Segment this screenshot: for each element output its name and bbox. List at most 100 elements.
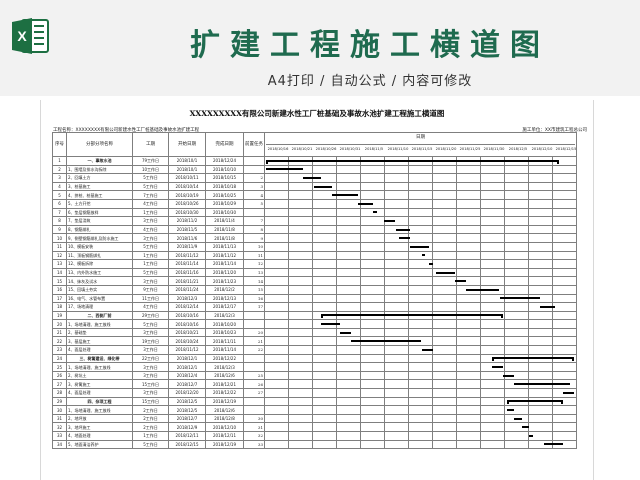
timeline-cell[interactable] bbox=[312, 388, 337, 398]
timeline-cell[interactable] bbox=[288, 156, 313, 166]
row-start[interactable]: 2018/10/19 bbox=[168, 190, 206, 200]
timeline-cell[interactable] bbox=[504, 405, 529, 415]
timeline-cell[interactable] bbox=[336, 276, 361, 286]
timeline-cell[interactable] bbox=[528, 224, 553, 235]
timeline-cell[interactable] bbox=[504, 388, 529, 398]
row-duration[interactable]: 3工作日 bbox=[132, 388, 169, 398]
row-duration[interactable]: 4工作日 bbox=[132, 302, 169, 312]
timeline-cell[interactable] bbox=[360, 276, 385, 286]
timeline-cell[interactable] bbox=[480, 422, 505, 432]
timeline-cell[interactable] bbox=[264, 190, 289, 200]
row-no[interactable]: 8 bbox=[52, 216, 67, 226]
row-pred[interactable]: 31 bbox=[243, 422, 265, 432]
timeline-cell[interactable] bbox=[384, 310, 409, 321]
timeline-cell[interactable] bbox=[504, 439, 529, 450]
row-start[interactable]: 2018/11/12 bbox=[168, 345, 206, 355]
row-finish[interactable]: 2018/12/22 bbox=[205, 388, 244, 398]
timeline-cell[interactable] bbox=[480, 241, 505, 252]
timeline-cell[interactable] bbox=[504, 413, 529, 424]
timeline-cell[interactable] bbox=[480, 198, 505, 209]
timeline-cell[interactable] bbox=[360, 396, 385, 407]
timeline-cell[interactable] bbox=[528, 336, 553, 347]
timeline-cell[interactable] bbox=[288, 439, 313, 450]
timeline-cell[interactable] bbox=[360, 362, 385, 372]
timeline-cell[interactable] bbox=[552, 302, 577, 312]
timeline-cell[interactable] bbox=[504, 327, 529, 338]
table-row[interactable]: 22 3、基层施工 19工作日 2018/10/24 2018/11/11 21 bbox=[52, 336, 577, 347]
row-duration[interactable]: 4工作日 bbox=[132, 224, 169, 235]
timeline-cell[interactable] bbox=[432, 216, 457, 226]
row-no[interactable]: 11 bbox=[52, 241, 67, 252]
row-task[interactable]: 2、基础垫 bbox=[66, 327, 133, 338]
timeline-cell[interactable] bbox=[384, 379, 409, 390]
row-duration[interactable]: 3工作日 bbox=[132, 276, 169, 286]
row-start[interactable]: 2018/11/5 bbox=[168, 224, 206, 235]
timeline-cell[interactable] bbox=[288, 422, 313, 432]
timeline-cell[interactable] bbox=[408, 276, 433, 286]
timeline-cell[interactable] bbox=[552, 293, 577, 304]
timeline-cell[interactable] bbox=[456, 422, 481, 432]
timeline-cell[interactable] bbox=[336, 293, 361, 304]
row-duration[interactable]: 19工作日 bbox=[132, 336, 169, 347]
timeline-cell[interactable] bbox=[312, 431, 337, 441]
timeline-cell[interactable] bbox=[528, 379, 553, 390]
row-start[interactable]: 2018/10/30 bbox=[168, 207, 206, 218]
timeline-cell[interactable] bbox=[528, 276, 553, 286]
timeline-cell[interactable] bbox=[432, 302, 457, 312]
row-finish[interactable]: 2018/12/3 bbox=[205, 362, 244, 372]
timeline-cell[interactable] bbox=[480, 190, 505, 200]
row-finish[interactable]: 2018/10/10 bbox=[205, 164, 244, 175]
timeline-cell[interactable] bbox=[552, 345, 577, 355]
timeline-cell[interactable] bbox=[480, 259, 505, 269]
row-no[interactable]: 23 bbox=[52, 345, 67, 355]
row-finish[interactable]: 2018/11/14 bbox=[205, 345, 244, 355]
timeline-cell[interactable] bbox=[264, 156, 289, 166]
timeline-cell[interactable] bbox=[480, 293, 505, 304]
timeline-cell[interactable] bbox=[360, 216, 385, 226]
row-pred[interactable] bbox=[243, 164, 265, 175]
timeline-cell[interactable] bbox=[264, 181, 289, 192]
timeline-cell[interactable] bbox=[360, 190, 385, 200]
row-duration[interactable]: 3工作日 bbox=[132, 216, 169, 226]
timeline-cell[interactable] bbox=[456, 216, 481, 226]
row-pred[interactable]: 3 bbox=[243, 181, 265, 192]
timeline-cell[interactable] bbox=[480, 284, 505, 295]
timeline-cell[interactable] bbox=[552, 405, 577, 415]
timeline-cell[interactable] bbox=[264, 241, 289, 252]
row-finish[interactable]: 2018/12/24 bbox=[205, 156, 244, 166]
row-start[interactable]: 2018/12/5 bbox=[168, 405, 206, 415]
timeline-cell[interactable] bbox=[528, 250, 553, 261]
timeline-cell[interactable] bbox=[360, 293, 385, 304]
timeline-cell[interactable] bbox=[480, 233, 505, 243]
timeline-cell[interactable] bbox=[336, 302, 361, 312]
timeline-cell[interactable] bbox=[528, 413, 553, 424]
row-pred[interactable] bbox=[243, 310, 265, 321]
row-task[interactable]: 3、地坪施工 bbox=[66, 422, 133, 432]
timeline-cell[interactable] bbox=[336, 379, 361, 390]
row-no[interactable]: 4 bbox=[52, 181, 67, 192]
timeline-cell[interactable] bbox=[552, 276, 577, 286]
row-pred[interactable]: 7 bbox=[243, 216, 265, 226]
timeline-cell[interactable] bbox=[408, 370, 433, 381]
timeline-cell[interactable] bbox=[336, 173, 361, 183]
timeline-cell[interactable] bbox=[264, 379, 289, 390]
timeline-cell[interactable] bbox=[288, 396, 313, 407]
row-finish[interactable]: 2018/10/15 bbox=[205, 173, 244, 183]
row-pred[interactable]: 8 bbox=[243, 224, 265, 235]
table-row[interactable]: 13 12、模板拆除 1工作日 2018/11/14 2018/11/14 12 bbox=[52, 259, 577, 269]
timeline-cell[interactable] bbox=[432, 181, 457, 192]
timeline-cell[interactable] bbox=[456, 405, 481, 415]
timeline-cell[interactable] bbox=[264, 439, 289, 450]
row-no[interactable]: 1 bbox=[52, 156, 67, 166]
row-finish[interactable]: 2018/10/20 bbox=[205, 319, 244, 329]
timeline-cell[interactable] bbox=[336, 224, 361, 235]
timeline-cell[interactable] bbox=[504, 310, 529, 321]
timeline-cell[interactable] bbox=[384, 190, 409, 200]
timeline-cell[interactable] bbox=[384, 207, 409, 218]
timeline-cell[interactable] bbox=[408, 439, 433, 450]
timeline-cell[interactable] bbox=[288, 302, 313, 312]
row-finish[interactable]: 2018/12/19 bbox=[205, 439, 244, 450]
row-task[interactable]: 6、垫层钢筋放样 bbox=[66, 207, 133, 218]
table-row[interactable]: 3 2、回填土方 5工作日 2018/10/11 2018/10/15 2 bbox=[52, 173, 577, 183]
timeline-cell[interactable] bbox=[480, 353, 505, 364]
